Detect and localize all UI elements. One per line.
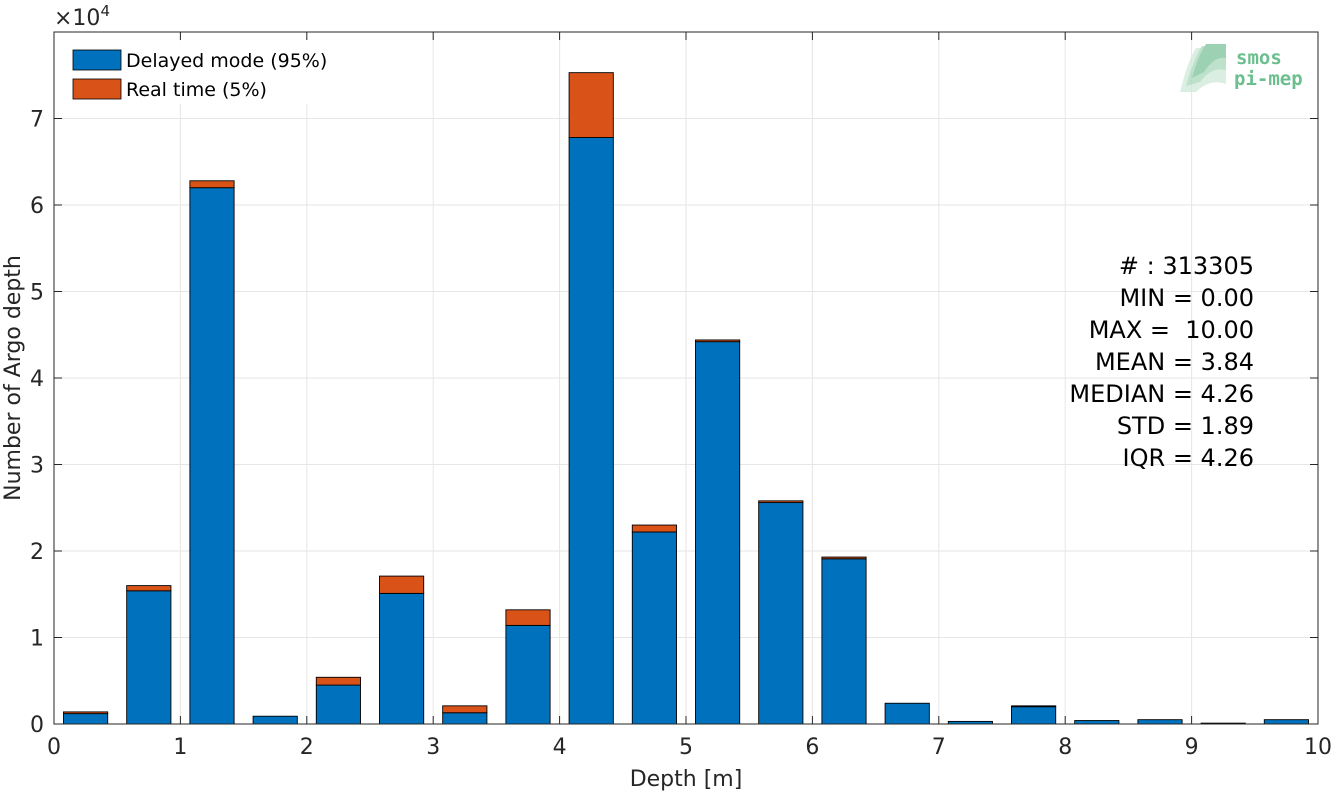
bar-real-time — [1011, 705, 1057, 708]
bar-real-time — [631, 524, 677, 533]
logo-text-smos: smos — [1236, 47, 1282, 69]
bar-delayed-mode — [695, 341, 741, 725]
bar-real-time — [758, 500, 804, 504]
x-axis-title: Depth [m] — [630, 767, 743, 792]
x-tick-label: 9 — [1185, 735, 1199, 760]
stats-box: # : 313305 MIN = 0.00 MAX = 10.00 MEAN =… — [1069, 252, 1254, 472]
bar-delayed-mode — [1011, 706, 1057, 725]
bar-real-time — [126, 585, 172, 592]
x-ticks: 0 1 2 3 4 5 6 7 8 9 10 — [47, 32, 1332, 760]
bar-real-time — [315, 676, 361, 686]
y-exponent-multiplier: ×104 — [54, 2, 110, 31]
bar-delayed-mode — [1074, 720, 1120, 725]
stat-count: # : 313305 — [1119, 252, 1254, 280]
legend-swatch-real-time — [72, 78, 122, 100]
y-tick-label: 3 — [30, 454, 44, 479]
bar-delayed-mode — [442, 712, 488, 725]
bar-delayed-mode — [63, 713, 109, 725]
bar-delayed-mode — [631, 531, 677, 725]
x-tick-label: 6 — [805, 735, 819, 760]
stat-max: MAX = 10.00 — [1089, 316, 1254, 344]
bar-real-time — [505, 609, 551, 626]
y-tick-label: 6 — [30, 194, 44, 219]
bar-delayed-mode — [189, 187, 235, 725]
bar-real-time — [442, 705, 488, 714]
bar-delayed-mode — [252, 715, 298, 725]
bar-delayed-mode — [758, 502, 804, 725]
x-tick-label: 5 — [679, 735, 693, 760]
x-tick-label: 7 — [932, 735, 946, 760]
logo-wave-icon — [1180, 44, 1226, 92]
y-tick-label: 5 — [30, 281, 44, 306]
bar-delayed-mode — [315, 684, 361, 725]
y-tick-label: 0 — [30, 713, 44, 738]
stat-min: MIN = 0.00 — [1119, 284, 1254, 312]
bar-delayed-mode — [821, 558, 867, 725]
grid — [53, 32, 1319, 725]
bar-delayed-mode — [1137, 719, 1183, 725]
bar-real-time — [189, 180, 235, 189]
y-ticks: 0 1 2 3 4 5 6 7 — [30, 108, 1318, 738]
smos-pi-mep-logo: smos pi-mep — [1180, 44, 1303, 92]
stat-mean: MEAN = 3.84 — [1095, 348, 1254, 376]
bar-real-time — [821, 556, 867, 560]
legend-swatch-delayed-mode — [72, 49, 122, 71]
x-tick-label: 10 — [1304, 735, 1332, 760]
bar-delayed-mode — [568, 137, 614, 725]
bar-delayed-mode — [1263, 719, 1309, 725]
x-tick-label: 1 — [173, 735, 187, 760]
y-axis-title: Number of Argo depth — [1, 255, 26, 501]
bars — [63, 72, 1309, 725]
bar-delayed-mode — [126, 590, 172, 725]
stat-median: MEDIAN = 4.26 — [1069, 380, 1254, 408]
x-tick-label: 4 — [553, 735, 567, 760]
logo-text-pi-mep: pi-mep — [1234, 68, 1303, 90]
y-tick-label: 1 — [30, 627, 44, 652]
stat-iqr: IQR = 4.26 — [1123, 444, 1254, 472]
legend-label-real-time: Real time (5%) — [126, 79, 267, 101]
x-tick-label: 3 — [426, 735, 440, 760]
bar-real-time — [568, 72, 614, 138]
y-tick-label: 2 — [30, 540, 44, 565]
y-tick-label: 7 — [30, 108, 44, 133]
bar-delayed-mode — [379, 592, 425, 725]
legend-label-delayed-mode: Delayed mode (95%) — [126, 50, 327, 72]
bar-real-time — [63, 711, 109, 715]
bar-real-time — [379, 575, 425, 594]
bar-delayed-mode — [884, 702, 930, 725]
bar-delayed-mode — [505, 624, 551, 725]
legend: Delayed mode (95%) Real time (5%) — [63, 40, 361, 104]
bar-real-time — [695, 339, 741, 343]
y-tick-label: 4 — [30, 367, 44, 392]
stat-std: STD = 1.89 — [1117, 412, 1254, 440]
x-tick-label: 0 — [47, 735, 61, 760]
x-tick-label: 2 — [300, 735, 314, 760]
x-tick-label: 8 — [1058, 735, 1072, 760]
